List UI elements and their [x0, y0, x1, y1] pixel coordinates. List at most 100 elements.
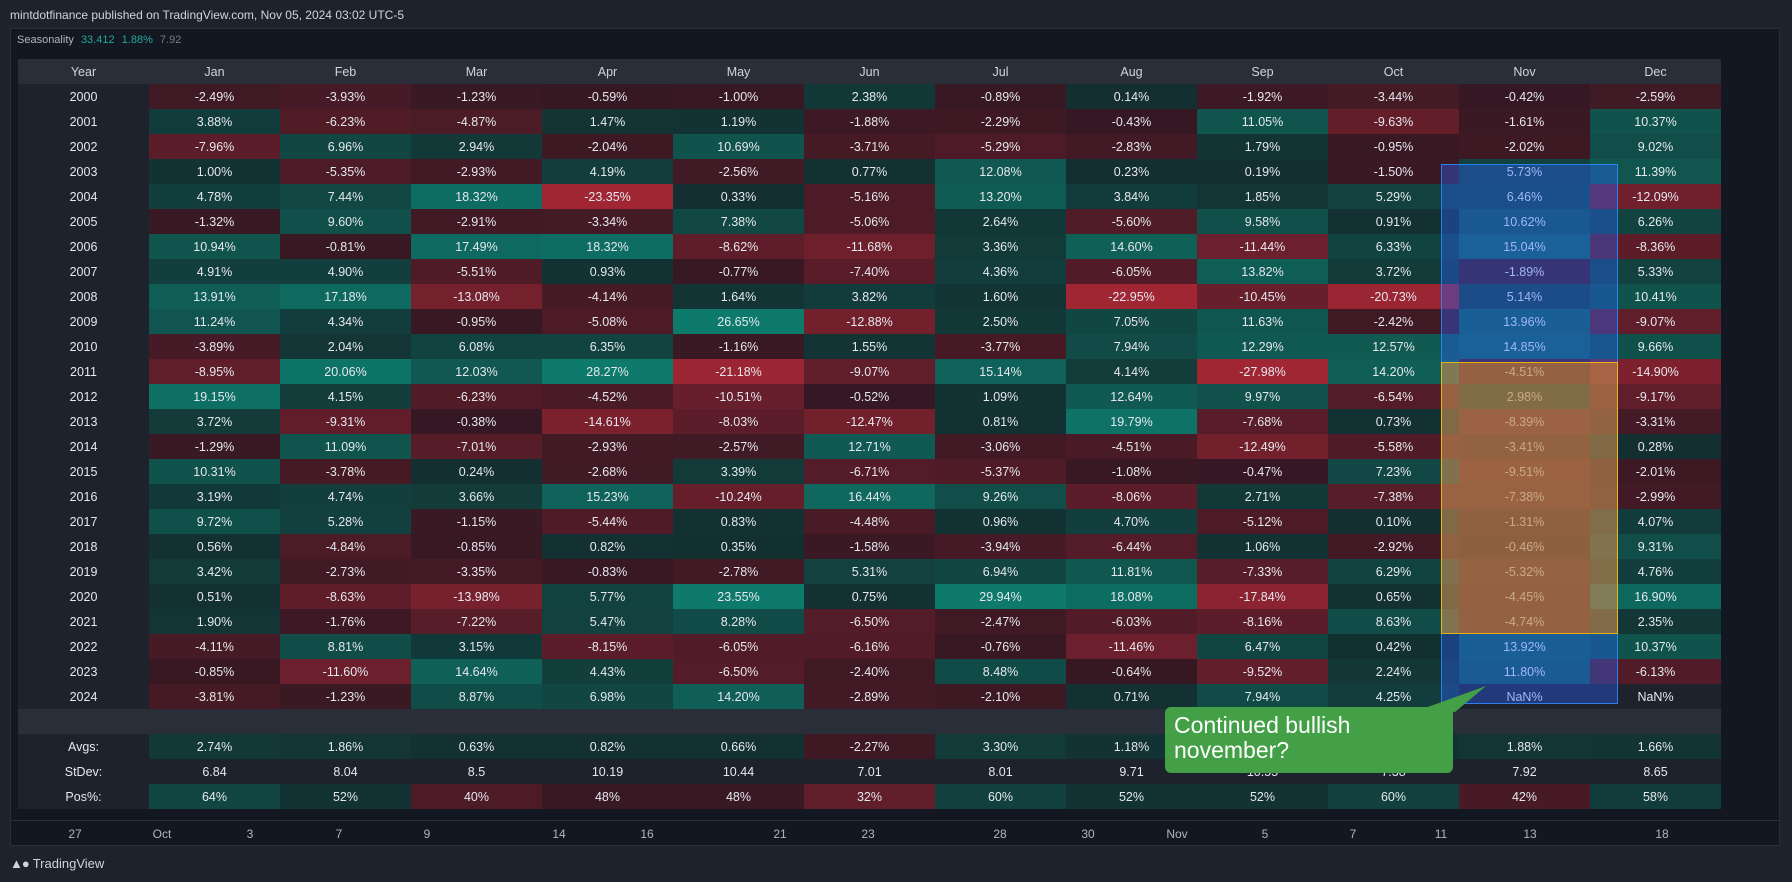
cell-2000-nov: -0.42% [1459, 84, 1590, 109]
cell-2009-aug: 7.05% [1066, 309, 1197, 334]
cell-2010-may: -1.16% [673, 334, 804, 359]
cell-2001-dec: 10.37% [1590, 109, 1721, 134]
year-label: 2014 [18, 434, 149, 459]
cell-2024-jun: -2.89% [804, 684, 935, 709]
cell-2015-aug: -1.08% [1066, 459, 1197, 484]
year-label: 2006 [18, 234, 149, 259]
year-label: 2001 [18, 109, 149, 134]
cell-2012-jun: -0.52% [804, 384, 935, 409]
year-row-2016: 2016 3.19% 4.74% 3.66% 15.23% -10.24% 16.44% 9.… [18, 484, 1721, 509]
annotation-callout[interactable]: Continued bullish november? [1165, 707, 1453, 773]
cell-2004-feb: 7.44% [280, 184, 411, 209]
stat-cell-sep: 52% [1197, 784, 1328, 809]
cell-2008-nov: 5.14% [1459, 284, 1590, 309]
cell-2013-jan: 3.72% [149, 409, 280, 434]
time-axis-tick: Nov [1166, 827, 1188, 841]
cell-2013-dec: -3.31% [1590, 409, 1721, 434]
cell-2018-mar: -0.85% [411, 534, 542, 559]
cell-2010-nov: 14.85% [1459, 334, 1590, 359]
stat-cell-mar: 0.63% [411, 734, 542, 759]
cell-2016-dec: -2.99% [1590, 484, 1721, 509]
cell-2018-jan: 0.56% [149, 534, 280, 559]
month-header-may: May [673, 59, 804, 84]
cell-2022-dec: 10.37% [1590, 634, 1721, 659]
cell-2000-dec: -2.59% [1590, 84, 1721, 109]
cell-2008-oct: -20.73% [1328, 284, 1459, 309]
cell-2024-jan: -3.81% [149, 684, 280, 709]
time-axis[interactable]: 27 Oct 3 7 9 14 16 21 23 28 30 Nov 5 7 11 13 18 [11, 820, 1779, 845]
year-label: 2015 [18, 459, 149, 484]
cell-2021-feb: -1.76% [280, 609, 411, 634]
cell-2011-feb: 20.06% [280, 359, 411, 384]
cell-2012-apr: -4.52% [542, 384, 673, 409]
stat-cell-oct: 60% [1328, 784, 1459, 809]
cell-2011-jun: -9.07% [804, 359, 935, 384]
cell-2017-aug: 4.70% [1066, 509, 1197, 534]
time-axis-tick: 7 [1349, 827, 1357, 841]
cell-2019-sep: -7.33% [1197, 559, 1328, 584]
cell-2022-nov: 13.92% [1459, 634, 1590, 659]
cell-2023-jan: -0.85% [149, 659, 280, 684]
cell-2005-jun: -5.06% [804, 209, 935, 234]
cell-2024-may: 14.20% [673, 684, 804, 709]
cell-2018-jul: -3.94% [935, 534, 1066, 559]
cell-2010-oct: 12.57% [1328, 334, 1459, 359]
cell-2009-sep: 11.63% [1197, 309, 1328, 334]
cell-2009-may: 26.65% [673, 309, 804, 334]
cell-2006-sep: -11.44% [1197, 234, 1328, 259]
cell-2016-aug: -8.06% [1066, 484, 1197, 509]
cell-2007-jul: 4.36% [935, 259, 1066, 284]
time-axis-tick: 14 [552, 827, 566, 841]
year-label: 2022 [18, 634, 149, 659]
cell-2012-dec: -9.17% [1590, 384, 1721, 409]
cell-2013-aug: 19.79% [1066, 409, 1197, 434]
cell-2006-dec: -8.36% [1590, 234, 1721, 259]
cell-2001-jan: 3.88% [149, 109, 280, 134]
cell-2005-feb: 9.60% [280, 209, 411, 234]
stat-cell-apr: 10.19 [542, 759, 673, 784]
callout-pointer [1425, 686, 1486, 712]
stat-cell-jul: 60% [935, 784, 1066, 809]
tradingview-logo-text: TradingView [32, 856, 105, 871]
cell-2001-sep: 11.05% [1197, 109, 1328, 134]
cell-2000-jul: -0.89% [935, 84, 1066, 109]
stat-cell-dec: 58% [1590, 784, 1721, 809]
cell-2016-jan: 3.19% [149, 484, 280, 509]
cell-2020-mar: -13.98% [411, 584, 542, 609]
cell-2017-nov: -1.31% [1459, 509, 1590, 534]
cell-2011-jan: -8.95% [149, 359, 280, 384]
cell-2021-may: 8.28% [673, 609, 804, 634]
year-label: 2004 [18, 184, 149, 209]
cell-2024-jul: -2.10% [935, 684, 1066, 709]
cell-2014-apr: -2.93% [542, 434, 673, 459]
cell-2005-oct: 0.91% [1328, 209, 1459, 234]
cell-2024-sep: 7.94% [1197, 684, 1328, 709]
cell-2003-dec: 11.39% [1590, 159, 1721, 184]
stats-label: Avgs: [18, 734, 149, 759]
november-bearish-highlight-box[interactable] [1441, 362, 1618, 634]
stat-cell-mar: 8.5 [411, 759, 542, 784]
cell-2007-jan: 4.91% [149, 259, 280, 284]
year-row-2009: 2009 11.24% 4.34% -0.95% -5.08% 26.65% -12.88%… [18, 309, 1721, 334]
year-label: 2018 [18, 534, 149, 559]
stat-cell-jun: 32% [804, 784, 935, 809]
cell-2016-mar: 3.66% [411, 484, 542, 509]
stat-cell-jan: 2.74% [149, 734, 280, 759]
cell-2022-apr: -8.15% [542, 634, 673, 659]
cell-2018-jun: -1.58% [804, 534, 935, 559]
cell-2017-feb: 5.28% [280, 509, 411, 534]
cell-2022-mar: 3.15% [411, 634, 542, 659]
cell-2014-nov: -3.41% [1459, 434, 1590, 459]
cell-2007-nov: -1.89% [1459, 259, 1590, 284]
cell-2008-sep: -10.45% [1197, 284, 1328, 309]
year-row-2008: 2008 13.91% 17.18% -13.08% -4.14% 1.64% 3.82% 1… [18, 284, 1721, 309]
cell-2008-apr: -4.14% [542, 284, 673, 309]
year-row-2013: 2013 3.72% -9.31% -0.38% -14.61% -8.03% -12.47… [18, 409, 1721, 434]
month-header-row: Year Jan Feb Mar Apr May Jun Jul Aug Sep Oct Nov Dec [18, 59, 1721, 84]
indicator-legend[interactable]: Seasonality 33.412 1.88% 7.92 [17, 34, 181, 46]
cell-2019-oct: 6.29% [1328, 559, 1459, 584]
cell-2002-jul: -5.29% [935, 134, 1066, 159]
tradingview-logo[interactable]: ▲● TradingView [10, 856, 104, 871]
cell-2013-nov: -8.39% [1459, 409, 1590, 434]
cell-2004-dec: -12.09% [1590, 184, 1721, 209]
